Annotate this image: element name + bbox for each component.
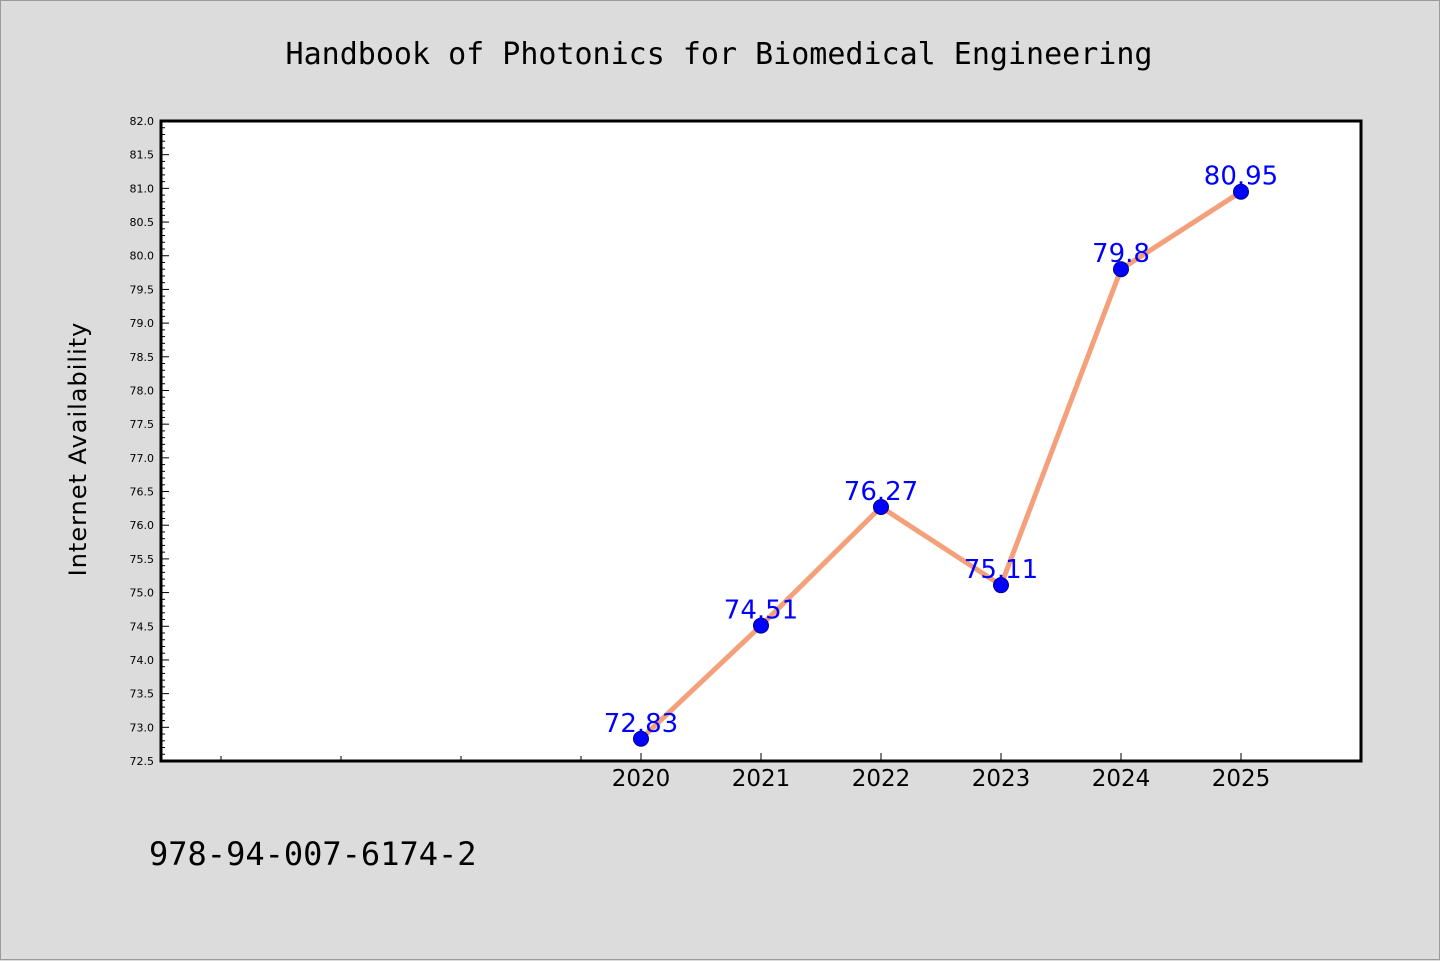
data-point: [633, 730, 649, 747]
y-tick-label: 76.0: [130, 519, 155, 532]
data-point: [873, 499, 889, 516]
data-label: 79.8: [1092, 239, 1150, 269]
data-label: 75.11: [964, 555, 1038, 585]
y-tick-label: 79.5: [130, 283, 155, 296]
data-label: 74.51: [724, 596, 798, 626]
y-tick-label: 77.5: [130, 418, 155, 431]
series-line: [638, 189, 1244, 742]
x-tick-label: 2024: [1092, 766, 1151, 792]
y-tick-label: 81.5: [130, 149, 155, 162]
data-point: [1113, 261, 1129, 278]
y-tick-label: 79.0: [130, 317, 155, 330]
data-point: [1233, 183, 1249, 200]
x-tick-label: 2023: [972, 766, 1031, 792]
data-label: 72.83: [604, 709, 678, 739]
y-axis-ticks: 72.5 73.0 73.5 74.0 74.5 75.0 75.5 76.0 76.5 77.0…: [130, 115, 169, 768]
data-point: [753, 617, 769, 634]
series-path: [638, 189, 1244, 742]
y-tick-label: 74.0: [130, 654, 155, 667]
y-tick-label: 75.5: [130, 553, 155, 566]
x-tick-label: 2021: [732, 766, 791, 792]
y-tick-label: 72.5: [130, 755, 155, 768]
footer-isbn: 978-94-007-6174-2: [149, 835, 477, 873]
x-axis-ticks: 2020 2021 2022 2023 2024 2025: [220, 753, 1271, 792]
x-tick-label: 2020: [612, 766, 671, 792]
y-tick-label: 78.5: [130, 351, 155, 364]
x-tick-label: 2025: [1212, 766, 1271, 792]
y-tick-label: 80.0: [130, 250, 155, 263]
y-tick-label: 75.0: [130, 587, 155, 600]
x-tick-label: 2022: [852, 766, 911, 792]
y-tick-label: 73.5: [130, 688, 155, 701]
y-tick-label: 77.0: [130, 452, 155, 465]
data-label: 76.27: [844, 477, 918, 507]
y-tick-label: 80.5: [130, 216, 155, 229]
y-tick-label: 76.5: [130, 486, 155, 499]
plot-area: [159, 119, 1363, 763]
data-label: 80.95: [1204, 162, 1278, 192]
y-tick-label: 73.0: [130, 721, 155, 734]
y-tick-label: 78.0: [130, 384, 155, 397]
y-tick-label: 82.0: [130, 115, 155, 128]
data-point: [993, 577, 1009, 594]
y-tick-label: 74.5: [130, 620, 155, 633]
series-markers: [633, 183, 1249, 747]
data-labels: 72.83 74.51 76.27 75.11 79.8 80.95: [604, 162, 1278, 739]
chart-title: Handbook of Photonics for Biomedical Eng…: [286, 37, 1153, 72]
y-tick-label: 81.0: [130, 182, 155, 195]
y-axis-label: Internet Availability: [64, 322, 92, 577]
